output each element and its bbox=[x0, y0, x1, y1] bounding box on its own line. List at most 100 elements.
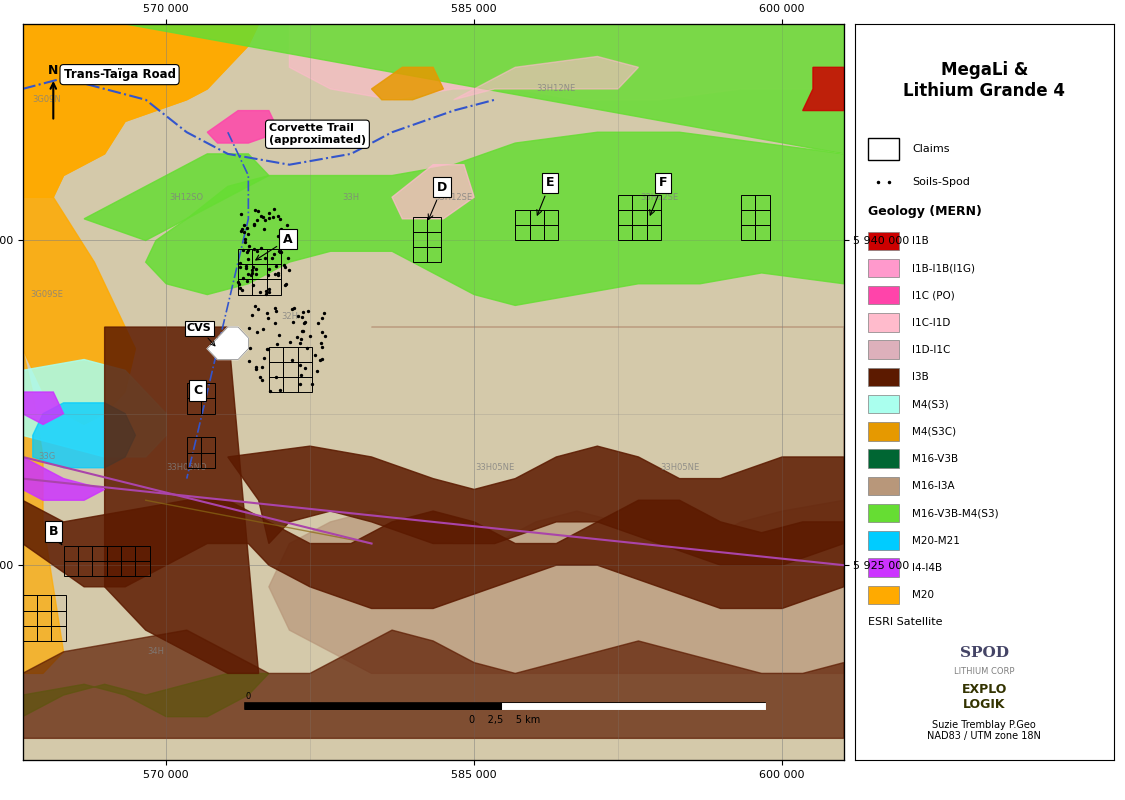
Point bbox=[282, 302, 300, 315]
Point bbox=[289, 310, 307, 322]
Point bbox=[299, 305, 317, 318]
Bar bbox=[52, 595, 65, 610]
Polygon shape bbox=[22, 197, 135, 425]
Text: 33H05NE: 33H05NE bbox=[660, 463, 699, 472]
Bar bbox=[267, 279, 281, 294]
Bar bbox=[868, 504, 899, 522]
Bar bbox=[618, 195, 632, 210]
Bar bbox=[741, 210, 756, 226]
Point bbox=[259, 342, 277, 355]
Text: D: D bbox=[429, 181, 448, 219]
Bar bbox=[135, 561, 150, 576]
Point bbox=[267, 317, 285, 330]
Point bbox=[260, 211, 278, 224]
Bar bbox=[756, 195, 770, 210]
Point bbox=[315, 306, 333, 319]
Bar bbox=[530, 210, 544, 226]
Text: Soils-Spod: Soils-Spod bbox=[912, 178, 970, 187]
Text: Trans-Taïga Road: Trans-Taïga Road bbox=[63, 68, 176, 81]
Bar bbox=[428, 217, 441, 232]
Bar bbox=[238, 279, 252, 294]
Point bbox=[252, 242, 270, 254]
Bar bbox=[868, 231, 899, 250]
Bar bbox=[201, 438, 216, 453]
Text: CVS: CVS bbox=[187, 323, 215, 346]
Bar bbox=[530, 226, 544, 241]
Polygon shape bbox=[125, 24, 844, 306]
Point bbox=[234, 243, 252, 256]
Polygon shape bbox=[289, 24, 844, 100]
Point bbox=[266, 302, 284, 314]
Text: 32H: 32H bbox=[281, 312, 298, 321]
Text: 0    2,5    5 km: 0 2,5 5 km bbox=[469, 715, 541, 725]
Point bbox=[238, 244, 256, 257]
Point bbox=[300, 330, 318, 342]
Bar bbox=[267, 264, 281, 279]
Point bbox=[267, 267, 285, 280]
Point bbox=[272, 222, 290, 235]
Point bbox=[270, 245, 288, 258]
Point bbox=[288, 331, 306, 344]
Point bbox=[255, 214, 273, 226]
Polygon shape bbox=[22, 457, 105, 500]
Point bbox=[268, 338, 286, 350]
Point bbox=[273, 233, 291, 246]
Text: I4-I4B: I4-I4B bbox=[912, 563, 942, 573]
Point bbox=[245, 218, 263, 231]
Bar bbox=[187, 453, 201, 468]
Text: I3B: I3B bbox=[912, 372, 928, 382]
Bar bbox=[298, 362, 312, 377]
Point bbox=[284, 354, 302, 366]
Point bbox=[249, 214, 267, 226]
Polygon shape bbox=[393, 165, 475, 219]
Text: MegaLi &
Lithium Grande 4: MegaLi & Lithium Grande 4 bbox=[903, 61, 1065, 99]
Point bbox=[240, 322, 258, 334]
Bar bbox=[632, 210, 647, 226]
Point bbox=[279, 252, 297, 265]
Bar bbox=[252, 264, 267, 279]
Point bbox=[244, 279, 262, 292]
Polygon shape bbox=[22, 359, 166, 457]
Point bbox=[269, 210, 287, 222]
Bar bbox=[632, 195, 647, 210]
Point bbox=[252, 210, 270, 222]
Polygon shape bbox=[227, 446, 844, 565]
Point bbox=[278, 218, 296, 231]
Point bbox=[260, 268, 278, 281]
Point bbox=[243, 308, 261, 321]
Bar bbox=[868, 341, 899, 359]
Bar bbox=[868, 531, 899, 550]
Point bbox=[312, 354, 330, 366]
Bar bbox=[868, 422, 899, 441]
Bar bbox=[868, 477, 899, 495]
Bar bbox=[618, 226, 632, 241]
Point bbox=[279, 234, 297, 246]
Bar bbox=[868, 368, 899, 386]
Text: F: F bbox=[650, 176, 667, 215]
Bar bbox=[135, 546, 150, 561]
Bar bbox=[269, 362, 284, 377]
Point bbox=[238, 222, 256, 234]
Point bbox=[231, 278, 249, 290]
Polygon shape bbox=[22, 24, 259, 197]
Bar bbox=[37, 626, 52, 641]
Point bbox=[316, 330, 334, 342]
Point bbox=[248, 268, 266, 281]
Text: B: B bbox=[50, 525, 62, 545]
Text: 33G: 33G bbox=[38, 453, 56, 462]
Polygon shape bbox=[22, 674, 269, 738]
Text: M20-M21: M20-M21 bbox=[912, 536, 960, 546]
Point bbox=[237, 274, 255, 287]
Point bbox=[266, 247, 284, 260]
Text: LITHIUM CORP: LITHIUM CORP bbox=[954, 667, 1015, 676]
Point bbox=[313, 341, 331, 354]
Bar bbox=[252, 249, 267, 264]
Point bbox=[279, 226, 297, 239]
Point bbox=[252, 360, 270, 373]
Text: M4(S3C): M4(S3C) bbox=[912, 426, 956, 437]
Point bbox=[259, 312, 277, 325]
Point bbox=[292, 369, 310, 382]
Polygon shape bbox=[84, 154, 269, 241]
Point bbox=[291, 336, 309, 349]
Point bbox=[235, 218, 253, 231]
